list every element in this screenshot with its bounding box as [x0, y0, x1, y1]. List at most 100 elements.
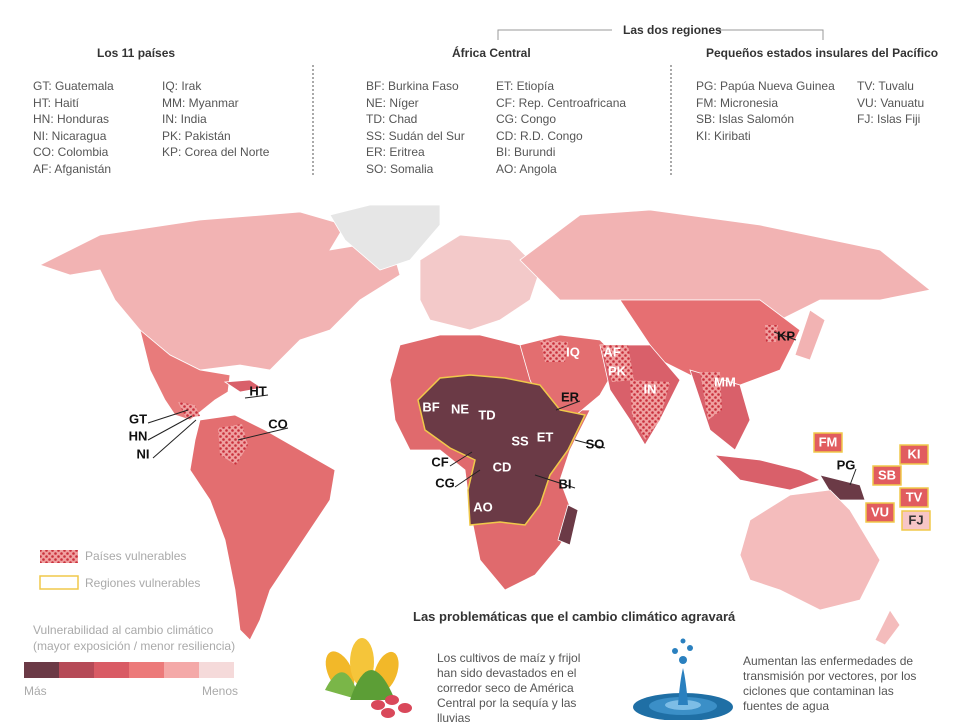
- leader-line: [237, 427, 289, 441]
- header-lines: [312, 29, 824, 177]
- map-label: ER: [561, 389, 580, 404]
- list-column: BF: Burkina Faso NE: Níger TD: Chad SS: Sud…: [366, 78, 465, 178]
- leader-line: [534, 474, 576, 489]
- legend-region-swatch: [39, 575, 79, 590]
- leader-line: [773, 331, 797, 341]
- map-label: MM: [714, 374, 736, 389]
- scale-swatch: [24, 662, 59, 678]
- list-item: NE: Níger: [366, 95, 419, 110]
- map-label: GT: [129, 411, 147, 426]
- list-item: FM: Micronesia: [696, 95, 779, 110]
- list-item: SB: Islas Salomón: [696, 112, 795, 127]
- list-column: PG: Papúa Nueva Guinea FM: Micronesia SB: …: [696, 78, 835, 144]
- list-item: BF: Burkina Faso: [366, 79, 459, 93]
- label-box: [899, 444, 929, 465]
- problem-text: Los cultivos de maíz y frijol han sido d…: [437, 651, 581, 725]
- scale-high: Menos: [202, 684, 239, 698]
- vulnerable-region: [417, 374, 587, 526]
- map-label: IN: [644, 381, 657, 396]
- leader-line: [147, 415, 193, 441]
- map-label: HT: [249, 383, 266, 398]
- map-label: AF: [603, 344, 620, 359]
- legend-pattern-swatch: [40, 550, 78, 563]
- list-item: KI: Kiribati: [696, 128, 751, 143]
- list-item: BI: Burundi: [496, 145, 556, 160]
- leader-line: [555, 400, 581, 411]
- list-item: AO: Angola: [496, 161, 557, 176]
- central-africa-region: [417, 374, 587, 526]
- list-item: TV: Tuvalu: [857, 79, 914, 93]
- list-item: SS: Sudán del Sur: [366, 128, 465, 143]
- list-column: ET: Etiopía CF: Rep. Centroafricana CG: Co…: [496, 78, 626, 178]
- scale-swatch: [59, 662, 94, 678]
- list-item: CF: Rep. Centroafricana: [496, 95, 627, 110]
- map-label: BF: [422, 399, 439, 414]
- list-item: IQ: Irak: [162, 79, 202, 93]
- corn-icon: [325, 638, 412, 718]
- scale-subtitle: (mayor exposición / menor resiliencia): [33, 639, 236, 653]
- map-label: SO: [586, 436, 605, 451]
- scale-swatch: [94, 662, 129, 678]
- regions-title: Las dos regiones: [623, 23, 722, 37]
- indonesia: [713, 454, 822, 491]
- vulnerable-country: [540, 340, 568, 362]
- map-label: AO: [473, 499, 493, 514]
- list-item: FJ: Islas Fiji: [857, 112, 921, 127]
- vulnerable-country: [218, 424, 248, 465]
- map-label: IQ: [566, 344, 580, 359]
- legend-region-label: Regiones vulnerables: [85, 576, 201, 590]
- list-item: VU: Vanuatu: [857, 95, 925, 110]
- map-label: PG: [837, 457, 856, 472]
- list-item: CO: Colombia: [33, 145, 109, 160]
- problem-text: Aumentan las enfermedades de transmisión…: [743, 654, 917, 713]
- list-item: PK: Pakistán: [162, 128, 231, 143]
- list-item: PG: Papúa Nueva Guinea: [696, 79, 835, 93]
- map-label: SB: [878, 467, 896, 482]
- problems-title: Las problemáticas que el cambio climátic…: [413, 609, 736, 624]
- madagascar: [557, 504, 579, 546]
- map-label: CO: [268, 416, 288, 431]
- list-item: TD: Chad: [366, 112, 418, 127]
- leader-line: [244, 394, 269, 399]
- scale-title: Vulnerabilidad al cambio climático: [33, 623, 214, 637]
- map-label: HN: [129, 428, 148, 443]
- japan: [794, 309, 826, 361]
- map-label: FJ: [908, 512, 923, 527]
- list-item: CG: Congo: [496, 112, 557, 127]
- list-item: CD: R.D. Congo: [496, 128, 583, 143]
- greenland: [329, 204, 441, 271]
- label-box: [872, 465, 902, 486]
- list-title: África Central: [452, 46, 531, 60]
- list-column: IQ: Irak MM: Myanmar IN: India PK: Pakistán…: [162, 78, 269, 161]
- australia: [739, 489, 881, 611]
- leader-line: [449, 451, 473, 467]
- map-label: ET: [537, 429, 554, 444]
- leader-line: [849, 468, 857, 486]
- map-label: CD: [493, 459, 512, 474]
- label-box: [899, 487, 929, 508]
- label-box: [813, 432, 843, 453]
- new-zealand: [874, 609, 901, 646]
- north-america: [38, 211, 401, 371]
- leader-line: [152, 419, 197, 459]
- caribbean: [223, 379, 264, 393]
- vulnerable-country: [600, 345, 634, 382]
- leader-line: [454, 469, 481, 488]
- map-label: FM: [819, 434, 838, 449]
- list-item: KP: Corea del Norte: [162, 145, 270, 160]
- leader-line: [147, 409, 189, 424]
- vulnerable-country: [178, 402, 200, 418]
- map-label: CF: [431, 454, 448, 469]
- list-item: GT: Guatemala: [33, 79, 114, 93]
- scale-swatch: [129, 662, 164, 678]
- vulnerable-country: [700, 372, 722, 420]
- europe: [419, 234, 541, 331]
- list-title: Los 11 países: [97, 46, 176, 60]
- map-label: KI: [908, 446, 921, 461]
- scale-swatch: [199, 662, 234, 678]
- list-item: ER: Eritrea: [366, 145, 425, 160]
- map-label: KP: [777, 328, 795, 343]
- russia: [519, 209, 931, 321]
- map-label: TD: [478, 407, 495, 422]
